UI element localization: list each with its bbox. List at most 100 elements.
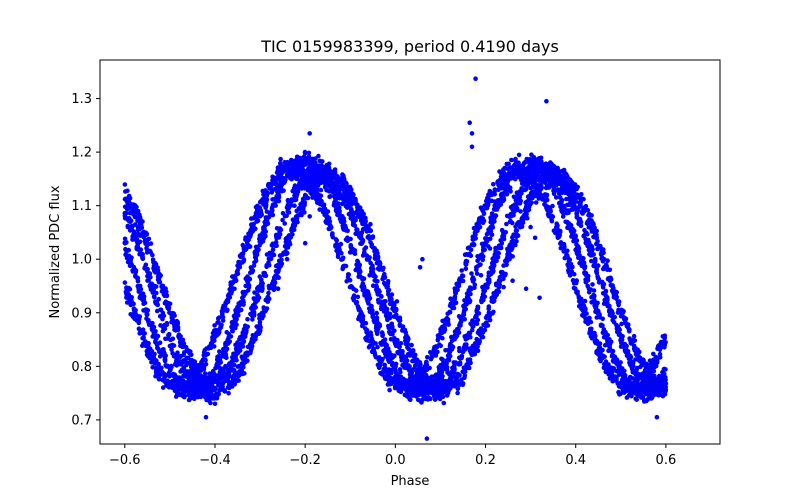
data-point bbox=[524, 183, 529, 189]
data-point bbox=[273, 239, 279, 245]
data-point bbox=[199, 361, 204, 366]
data-point bbox=[619, 340, 624, 346]
data-point bbox=[513, 228, 519, 233]
data-point bbox=[448, 345, 453, 351]
data-point bbox=[227, 334, 232, 339]
data-point bbox=[126, 247, 131, 253]
data-point bbox=[370, 312, 375, 317]
data-point bbox=[371, 346, 376, 352]
data-point bbox=[227, 295, 233, 300]
data-point bbox=[262, 194, 268, 199]
data-point bbox=[558, 245, 564, 251]
data-point bbox=[212, 374, 217, 379]
data-point bbox=[532, 160, 537, 166]
data-point bbox=[447, 372, 452, 377]
data-point bbox=[398, 341, 404, 346]
data-point bbox=[524, 172, 529, 178]
data-point bbox=[553, 195, 559, 200]
data-point bbox=[362, 247, 367, 252]
data-point bbox=[268, 256, 274, 262]
data-point bbox=[224, 330, 230, 335]
data-point bbox=[360, 320, 366, 326]
data-point bbox=[245, 274, 250, 279]
data-point bbox=[257, 274, 263, 279]
data-point bbox=[356, 305, 361, 311]
data-point bbox=[543, 166, 549, 171]
data-point bbox=[560, 214, 566, 219]
data-point bbox=[355, 258, 360, 264]
data-point bbox=[498, 245, 504, 251]
data-point bbox=[382, 362, 388, 368]
data-point bbox=[282, 213, 288, 219]
data-point bbox=[584, 317, 590, 323]
data-point bbox=[583, 280, 589, 285]
data-point bbox=[233, 314, 239, 320]
data-point bbox=[154, 308, 160, 314]
data-point bbox=[273, 196, 279, 201]
data-point bbox=[444, 321, 449, 327]
data-point bbox=[456, 277, 462, 283]
data-point bbox=[328, 194, 333, 199]
data-point bbox=[464, 334, 470, 340]
data-point bbox=[297, 184, 303, 190]
data-point bbox=[285, 159, 290, 165]
data-point bbox=[155, 369, 160, 375]
data-point bbox=[550, 203, 555, 209]
data-point bbox=[247, 234, 253, 240]
data-point bbox=[437, 342, 442, 347]
data-point bbox=[567, 202, 572, 208]
data-point bbox=[122, 280, 128, 285]
data-point bbox=[601, 327, 607, 332]
data-point bbox=[487, 190, 493, 195]
data-point bbox=[479, 299, 484, 305]
data-point bbox=[388, 359, 393, 364]
data-point bbox=[518, 198, 523, 204]
data-point bbox=[489, 265, 495, 271]
data-point bbox=[292, 195, 298, 200]
data-point bbox=[506, 213, 512, 219]
data-point bbox=[264, 218, 269, 223]
data-point bbox=[132, 316, 137, 322]
data-point bbox=[582, 298, 588, 304]
data-point bbox=[206, 346, 211, 351]
data-point bbox=[566, 192, 572, 197]
data-point bbox=[136, 318, 141, 323]
data-point bbox=[612, 314, 617, 320]
data-point bbox=[398, 375, 404, 381]
data-point bbox=[156, 376, 162, 382]
data-point bbox=[636, 391, 642, 397]
data-point bbox=[146, 348, 152, 354]
data-point bbox=[241, 336, 246, 342]
data-point bbox=[141, 294, 147, 299]
data-point bbox=[407, 396, 412, 402]
data-point bbox=[316, 153, 321, 159]
data-point bbox=[166, 383, 172, 388]
data-point bbox=[429, 354, 435, 359]
data-point bbox=[596, 308, 601, 314]
data-point bbox=[560, 210, 565, 215]
data-point bbox=[646, 387, 651, 392]
data-point bbox=[220, 352, 226, 357]
data-point bbox=[278, 160, 283, 166]
data-point bbox=[593, 333, 598, 339]
data-point bbox=[428, 396, 433, 402]
data-point bbox=[128, 257, 133, 263]
data-point bbox=[468, 247, 474, 252]
data-point bbox=[161, 347, 166, 352]
data-point bbox=[384, 368, 389, 373]
data-point bbox=[469, 242, 475, 247]
data-point bbox=[220, 318, 226, 323]
data-point bbox=[347, 250, 353, 255]
data-point bbox=[397, 382, 402, 388]
data-point bbox=[255, 207, 261, 212]
data-point bbox=[203, 357, 208, 363]
data-point bbox=[245, 280, 251, 285]
data-point bbox=[128, 219, 133, 225]
data-point bbox=[258, 287, 263, 293]
data-point bbox=[263, 273, 269, 279]
data-point bbox=[176, 378, 181, 384]
data-point bbox=[538, 155, 544, 161]
data-point bbox=[449, 301, 455, 307]
data-point bbox=[653, 363, 659, 369]
data-point bbox=[587, 331, 592, 336]
